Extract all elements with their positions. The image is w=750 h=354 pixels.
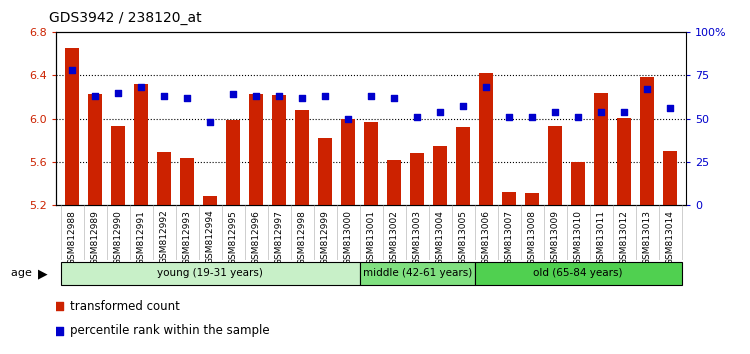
Point [503, 114, 515, 120]
Bar [250, 94, 263, 205]
Text: GSM812988: GSM812988 [68, 210, 76, 264]
Point [664, 105, 676, 111]
Point [388, 95, 400, 101]
Point [411, 114, 423, 120]
Text: GSM813006: GSM813006 [482, 210, 490, 265]
Text: old (65-84 years): old (65-84 years) [533, 268, 623, 279]
Point [394, 203, 406, 209]
Text: middle (42-61 years): middle (42-61 years) [362, 268, 472, 279]
Point [434, 109, 446, 114]
Point [458, 104, 470, 109]
Bar [341, 119, 356, 205]
Point [596, 109, 608, 114]
Bar [548, 126, 562, 205]
Bar [410, 153, 424, 205]
Point [89, 93, 101, 99]
Bar [158, 152, 171, 205]
Text: GSM812989: GSM812989 [91, 210, 100, 264]
Bar [640, 78, 654, 205]
Bar [61, 262, 360, 285]
Bar [65, 48, 80, 205]
Text: GSM812993: GSM812993 [183, 210, 192, 264]
Bar [272, 95, 286, 205]
Point [112, 90, 125, 96]
Text: GSM812991: GSM812991 [136, 210, 146, 264]
Bar [226, 120, 240, 205]
Text: GSM813000: GSM813000 [344, 210, 352, 265]
Text: GSM812992: GSM812992 [160, 210, 169, 264]
Bar [663, 151, 677, 205]
Text: young (19-31 years): young (19-31 years) [158, 268, 263, 279]
Text: GSM813009: GSM813009 [550, 210, 560, 265]
Bar [134, 84, 148, 205]
Point [572, 114, 584, 120]
Text: GSM813008: GSM813008 [528, 210, 537, 265]
Point [158, 93, 170, 99]
Text: transformed count: transformed count [70, 300, 180, 313]
Bar [456, 127, 470, 205]
Bar [433, 146, 447, 205]
Bar [594, 92, 608, 205]
Text: GSM813012: GSM813012 [620, 210, 628, 264]
Point [342, 116, 354, 121]
Point [273, 93, 285, 99]
Text: GSM813001: GSM813001 [367, 210, 376, 265]
Text: GSM813011: GSM813011 [597, 210, 606, 265]
Text: GDS3942 / 238120_at: GDS3942 / 238120_at [49, 11, 201, 25]
Bar [88, 94, 102, 205]
Point [618, 109, 630, 114]
Text: GSM812998: GSM812998 [298, 210, 307, 264]
Point [66, 67, 78, 73]
Text: GSM812997: GSM812997 [274, 210, 284, 264]
Text: GSM813005: GSM813005 [459, 210, 468, 265]
Bar [475, 262, 682, 285]
Bar [296, 110, 309, 205]
Bar [479, 73, 493, 205]
Bar [525, 193, 539, 205]
Bar [181, 158, 194, 205]
Point [296, 95, 308, 101]
Point [480, 85, 492, 90]
Text: GSM812995: GSM812995 [229, 210, 238, 264]
Bar [572, 162, 585, 205]
Bar [617, 118, 631, 205]
Point [182, 95, 194, 101]
Point [320, 93, 332, 99]
Bar [203, 195, 217, 205]
Point [526, 114, 538, 120]
Text: GSM813002: GSM813002 [390, 210, 399, 264]
Point [204, 119, 216, 125]
Bar [360, 262, 475, 285]
Text: GSM813004: GSM813004 [436, 210, 445, 264]
Text: GSM813010: GSM813010 [574, 210, 583, 265]
Text: GSM812990: GSM812990 [114, 210, 123, 264]
Point [251, 93, 262, 99]
Text: GSM813003: GSM813003 [413, 210, 422, 265]
Text: ▶: ▶ [38, 267, 47, 280]
Text: GSM812996: GSM812996 [252, 210, 261, 264]
Bar [503, 192, 516, 205]
Text: GSM812999: GSM812999 [321, 210, 330, 264]
Point [549, 109, 561, 114]
Text: GSM812994: GSM812994 [206, 210, 214, 264]
Text: GSM813013: GSM813013 [643, 210, 652, 265]
Point [135, 85, 147, 90]
Bar [112, 126, 125, 205]
Text: GSM813007: GSM813007 [505, 210, 514, 265]
Point [641, 86, 653, 92]
Bar [364, 122, 378, 205]
Text: age: age [11, 268, 36, 279]
Bar [387, 160, 401, 205]
Text: percentile rank within the sample: percentile rank within the sample [70, 325, 270, 337]
Bar [318, 138, 332, 205]
Text: GSM813014: GSM813014 [666, 210, 675, 264]
Point [227, 91, 239, 97]
Point [365, 93, 377, 99]
